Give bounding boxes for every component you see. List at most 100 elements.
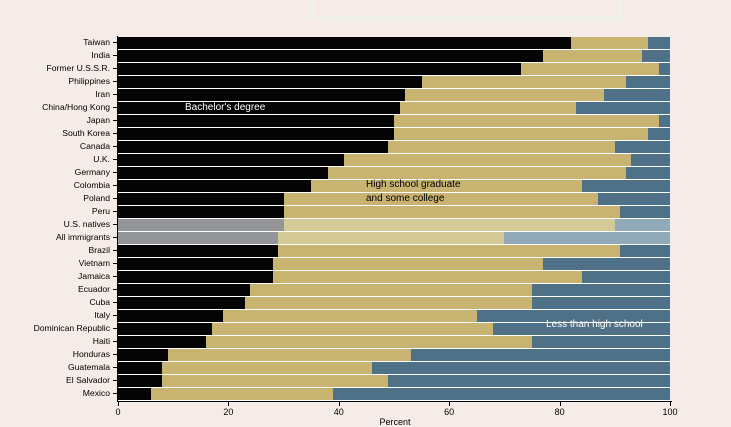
- bar-segment-less-than-hs: [658, 115, 670, 127]
- bar-segment-hs-some-college: [283, 206, 621, 218]
- bar-segment-less-than-hs: [333, 388, 670, 400]
- annotation-high-school-line1: High school graduate: [366, 179, 461, 190]
- bar-segment-hs-some-college: [394, 115, 659, 127]
- y-axis-label: Poland: [83, 193, 110, 203]
- bar-segment-bachelors: [118, 297, 245, 309]
- y-axis-labels: Taiwan India Former U.S.S.R. Philippines Ira…: [0, 37, 113, 401]
- y-axis-tick: [113, 276, 117, 278]
- bar-segment-hs-some-college: [272, 258, 544, 270]
- x-axis-tick-label: 40: [333, 407, 344, 417]
- bar-row: [118, 206, 670, 218]
- y-axis-label: Taiwan: [83, 37, 110, 47]
- y-axis-label: Japan: [86, 115, 110, 125]
- bar-segment-hs-some-college: [311, 180, 582, 192]
- y-axis-label: Cuba: [89, 297, 110, 307]
- bar-row: [118, 37, 670, 49]
- bar-segment-bachelors: [118, 206, 284, 218]
- bar-row: [118, 63, 670, 75]
- bar-segment-less-than-hs: [642, 50, 670, 62]
- bar-segment-bachelors: [118, 232, 279, 244]
- bar-row: [118, 375, 670, 387]
- y-axis-label: India: [91, 50, 110, 60]
- bar-segment-hs-some-college: [250, 284, 532, 296]
- bar-segment-hs-some-college: [283, 219, 615, 231]
- y-axis-label: Italy: [94, 310, 110, 320]
- y-axis-label: Vietnam: [78, 258, 110, 268]
- y-axis-label: Guatemala: [67, 362, 110, 372]
- y-axis-label: Germany: [74, 167, 110, 177]
- x-axis-tick-label: 100: [662, 407, 678, 417]
- bar-segment-bachelors: [118, 310, 223, 322]
- y-axis-label: Jamaica: [78, 271, 110, 281]
- bar-segment-hs-some-college: [151, 388, 334, 400]
- bar-segment-bachelors: [118, 323, 212, 335]
- y-axis-label: Honduras: [72, 349, 110, 359]
- bar-segment-bachelors: [118, 336, 207, 348]
- bar-segment-hs-some-college: [570, 37, 648, 49]
- y-axis-tick: [113, 354, 117, 356]
- x-axis-tick: [118, 402, 119, 406]
- bar-segment-less-than-hs: [531, 297, 670, 309]
- x-axis-tick-label: 20: [223, 407, 234, 417]
- bar-segment-less-than-hs: [504, 232, 670, 244]
- bar-row: [118, 141, 670, 153]
- bar-segment-bachelors: [118, 50, 544, 62]
- bar-segment-hs-some-college: [206, 336, 532, 348]
- bar-segment-bachelors: [118, 180, 312, 192]
- y-axis-tick: [113, 250, 117, 252]
- annotation-high-school-line2: and some college: [366, 192, 445, 204]
- bar-segment-bachelors: [118, 128, 394, 140]
- bar-segment-less-than-hs: [631, 154, 670, 166]
- y-axis-tick: [113, 107, 117, 109]
- bar-segment-less-than-hs: [531, 336, 670, 348]
- y-axis-line: [117, 36, 119, 402]
- bar-segment-less-than-hs: [410, 349, 670, 361]
- bar-segment-hs-some-college: [272, 271, 582, 283]
- y-axis-tick: [113, 237, 117, 239]
- bar-row: [118, 245, 670, 257]
- y-axis-tick: [113, 263, 117, 265]
- bar-row: [118, 362, 670, 374]
- x-axis-ticks: 0 20 40 60 80 100: [115, 402, 678, 424]
- x-axis-tick: [338, 402, 340, 406]
- bar-segment-bachelors: [118, 349, 168, 361]
- y-axis-label: Ecuador: [77, 284, 110, 294]
- bar-segment-less-than-hs: [576, 102, 670, 114]
- x-axis-tick-label: 0: [115, 407, 121, 417]
- bar-row: [118, 336, 670, 348]
- bar-segment-bachelors: [118, 37, 571, 49]
- bar-row: [118, 284, 670, 296]
- bar-segment-bachelors: [118, 89, 406, 101]
- y-axis-label: U.S. natives: [63, 219, 110, 229]
- bar-segment-less-than-hs: [476, 310, 670, 322]
- bar-segment-bachelors: [118, 167, 328, 179]
- bar-segment-less-than-hs: [620, 245, 670, 257]
- bar-segment-hs-some-college: [520, 63, 659, 75]
- bar-segment-hs-some-college: [167, 349, 411, 361]
- y-axis-label: Canada: [79, 141, 110, 151]
- bar-segment-less-than-hs: [388, 375, 670, 387]
- bar-segment-hs-some-college: [344, 154, 632, 166]
- y-axis-label: El Salvador: [66, 375, 110, 385]
- bar-segment-bachelors: [118, 258, 273, 270]
- bar-segment-bachelors: [118, 193, 284, 205]
- bar-segment-hs-some-college: [405, 89, 604, 101]
- y-axis-tick: [113, 68, 117, 70]
- bar-segment-hs-some-college: [162, 362, 372, 374]
- bar-segment-bachelors: [118, 76, 422, 88]
- y-axis-label: Iran: [95, 89, 110, 99]
- bar-segment-hs-some-college: [244, 297, 532, 309]
- bar-row: [118, 193, 670, 205]
- bar-segment-less-than-hs: [581, 271, 670, 283]
- bar-row: [118, 219, 670, 231]
- y-axis-tick: [113, 315, 117, 317]
- y-axis-label: All immigrants: [56, 232, 110, 242]
- y-axis-label: Philippines: [68, 76, 110, 86]
- bar-segment-hs-some-college: [394, 128, 648, 140]
- bar-segment-bachelors: [118, 115, 394, 127]
- bar-segment-bachelors: [118, 388, 152, 400]
- y-axis-tick: [113, 289, 117, 291]
- bar-segment-bachelors: [118, 102, 400, 114]
- y-axis-tick: [113, 133, 117, 135]
- bar-segment-bachelors: [118, 63, 521, 75]
